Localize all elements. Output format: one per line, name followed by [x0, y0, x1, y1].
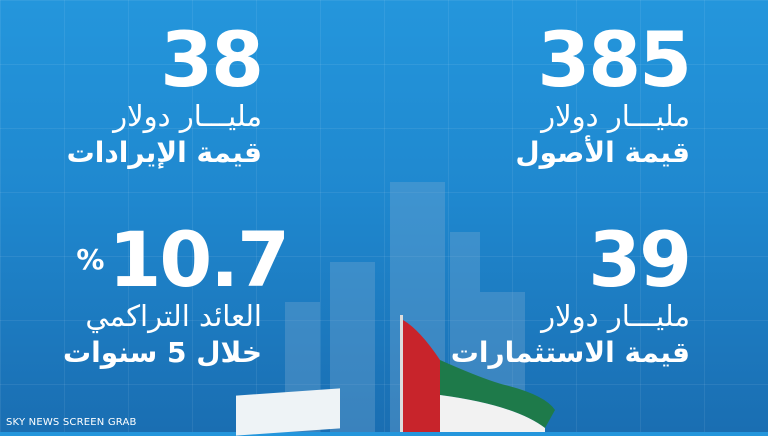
building-image [236, 388, 340, 436]
stat-cumulative-return: %10.7 العائد التراكمي خلال 5 سنوات [63, 222, 290, 372]
stat-unit: مليـــار دولار [541, 99, 690, 133]
stat-unit: العائد التراكمي [85, 299, 262, 333]
stat-unit: مليـــار دولار [541, 299, 690, 333]
stat-revenue: 38 مليـــار دولار قيمة الإيرادات [66, 15, 264, 172]
stat-value: 385 [537, 15, 692, 104]
stat-unit: مليـــار دولار [113, 99, 262, 133]
watermark: SKY NEWS SCREEN GRAB [6, 417, 137, 428]
stat-label: قيمة الإيرادات [66, 136, 262, 169]
stat-assets: 385 مليـــار دولار قيمة الأصول [515, 15, 692, 172]
stat-investments: 39 مليـــار دولار قيمة الاستثمارات [450, 215, 692, 372]
stat-value: 38 [160, 15, 264, 104]
percent-sign: % [76, 243, 104, 276]
uae-flag-image [400, 315, 555, 432]
stat-value: 39 [588, 215, 692, 304]
stat-value: 10.7 [108, 215, 290, 304]
stat-label: قيمة الأصول [515, 136, 690, 169]
stat-label: قيمة الاستثمارات [450, 336, 690, 369]
stat-label: خلال 5 سنوات [63, 336, 262, 369]
